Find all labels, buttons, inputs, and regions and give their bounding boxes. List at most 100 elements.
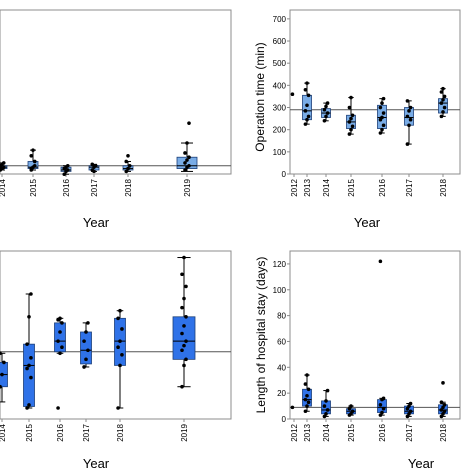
data-point	[325, 111, 330, 115]
data-point	[126, 166, 130, 171]
data-point	[306, 387, 311, 392]
x-tick-label: 2019	[180, 423, 189, 441]
data-point	[322, 107, 327, 112]
data-point	[306, 400, 311, 405]
data-point	[31, 148, 35, 152]
data-point	[439, 90, 444, 94]
data-point	[322, 119, 327, 123]
data-point	[185, 141, 189, 145]
data-point	[349, 95, 353, 100]
data-point	[381, 406, 386, 411]
data-point	[184, 315, 188, 319]
box-iqr	[54, 322, 66, 353]
data-point	[60, 321, 64, 325]
plot-frame	[289, 250, 461, 420]
data-point	[325, 408, 330, 412]
x-tick-label: 2017	[405, 423, 414, 441]
data-point	[25, 366, 29, 371]
data-point	[184, 357, 188, 362]
data-point	[120, 353, 124, 357]
data-point	[439, 408, 444, 412]
data-point	[441, 86, 445, 91]
data-point	[29, 375, 33, 380]
x-tick-label: 2018	[116, 423, 125, 441]
data-point	[56, 406, 60, 410]
data-point	[381, 96, 386, 101]
data-point	[0, 166, 4, 171]
y-tick-label: 400	[273, 81, 287, 90]
data-point	[347, 105, 352, 110]
data-point	[407, 412, 411, 416]
data-point	[124, 169, 129, 174]
data-point	[380, 115, 384, 120]
data-point	[126, 154, 130, 158]
marks-bottom-right: 0 20 40 60 80 100 120 2012 2013 2014 2015 2016 2017 2…	[273, 250, 461, 442]
data-point	[93, 163, 98, 168]
data-point	[180, 348, 184, 353]
xlabel-bottom-right: Year	[408, 456, 435, 471]
data-point	[305, 103, 309, 108]
x-tick-label: 2016	[62, 178, 71, 196]
x-tick-label: 2013	[303, 178, 312, 196]
data-point	[442, 94, 447, 99]
y-tick-label: 40	[277, 363, 286, 372]
plot-frame	[0, 250, 232, 420]
data-point	[378, 259, 383, 264]
data-point	[60, 345, 64, 350]
data-point	[408, 105, 413, 110]
plot-frame	[289, 9, 461, 175]
data-point	[120, 327, 124, 331]
data-point	[325, 101, 330, 105]
data-point	[349, 127, 353, 132]
x-tick-label: 2014	[322, 423, 331, 441]
data-point	[408, 409, 413, 414]
data-point	[439, 114, 444, 119]
data-point	[347, 132, 352, 136]
data-point	[0, 384, 2, 389]
x-tick-label: 2015	[347, 423, 356, 441]
data-point	[182, 255, 186, 260]
data-point	[29, 154, 34, 158]
data-point	[349, 116, 353, 121]
data-point	[92, 169, 96, 174]
data-point	[378, 131, 383, 135]
data-point	[180, 331, 184, 336]
y-tick-label: 80	[277, 312, 286, 321]
data-point	[116, 406, 120, 410]
x-tick-label: 2017	[90, 178, 99, 196]
data-point	[180, 384, 184, 389]
xlabel-bottom-left: Year	[83, 456, 110, 471]
data-point	[381, 396, 386, 401]
data-point	[442, 409, 447, 414]
x-tick-label: 2015	[347, 178, 356, 196]
box-iqr	[172, 316, 196, 360]
data-point	[185, 158, 189, 162]
data-point	[405, 414, 410, 419]
data-point	[439, 414, 444, 419]
data-point	[82, 365, 86, 369]
data-point	[29, 356, 33, 360]
ylabel-top-right: Operation time (min)	[253, 42, 267, 151]
data-point	[347, 120, 352, 124]
x-tick-label: 2015	[25, 423, 34, 441]
data-point	[380, 410, 384, 415]
data-point	[325, 388, 330, 393]
data-point	[305, 117, 309, 122]
y-tick-label: 200	[273, 126, 287, 135]
plot-frame	[0, 9, 232, 175]
data-point	[350, 113, 355, 118]
xlabel-top-right: Year	[354, 215, 381, 230]
x-tick-label: 2014	[0, 178, 7, 196]
y-tick-label: 700	[273, 15, 287, 24]
panel-bottom-left: 2014 2015 2016 2017 2018 2019 Year	[0, 250, 232, 471]
data-point	[58, 351, 62, 356]
data-point	[305, 373, 309, 377]
data-point	[116, 345, 120, 350]
y-tick-label: 60	[277, 337, 286, 346]
data-point	[380, 101, 384, 105]
data-point	[65, 163, 70, 168]
y-tick-label: 120	[273, 260, 287, 269]
data-point	[118, 339, 122, 343]
data-point	[84, 330, 88, 334]
panel-top-left: 2014 2015 2016 2017 2018 2019 Year	[0, 9, 232, 230]
